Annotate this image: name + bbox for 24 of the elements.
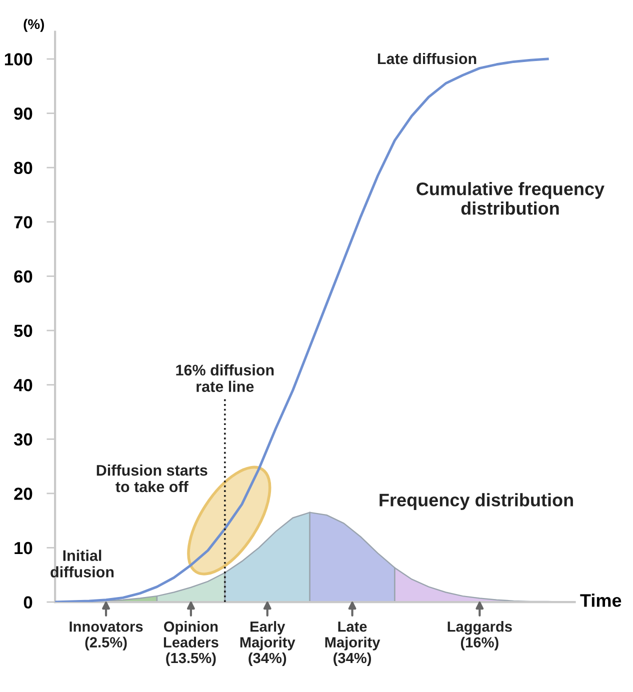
annotation: Frequency distribution [380, 493, 573, 510]
annotation: Late diffusion [378, 52, 476, 64]
y-tick-label: 50 [14, 324, 32, 337]
annotation: Cumulative frequency distribution [416, 182, 604, 215]
series-label: Innovators (2.5%) [70, 622, 143, 650]
y-tick-label: 10 [14, 542, 32, 554]
y-tick-label: 60 [14, 270, 32, 283]
annotation: Initial diffusion [50, 550, 114, 578]
series-label: Late Majority (34%) [325, 622, 380, 666]
y-tick-label: 80 [14, 162, 32, 174]
y-axis-title: (%) [24, 18, 44, 32]
y-tick-label: 0 [24, 596, 32, 608]
series-label: Early Majority (34%) [240, 621, 296, 666]
annotation: Diffusion starts to take off [96, 464, 208, 492]
y-tick-label: 70 [14, 216, 32, 228]
y-tick-label: 30 [14, 433, 32, 446]
series-label: Opinion Leaders (13.5%) [164, 621, 218, 666]
y-tick-label: 20 [14, 488, 32, 500]
annotation: 16% diffusion rate line [176, 364, 274, 392]
y-tick-label: 90 [14, 107, 32, 120]
y-tick-label: 40 [14, 378, 32, 392]
x-axis-title: Time [580, 594, 622, 607]
y-tick-label: 100 [4, 53, 32, 66]
series-label: Laggards (16%) [448, 621, 512, 650]
